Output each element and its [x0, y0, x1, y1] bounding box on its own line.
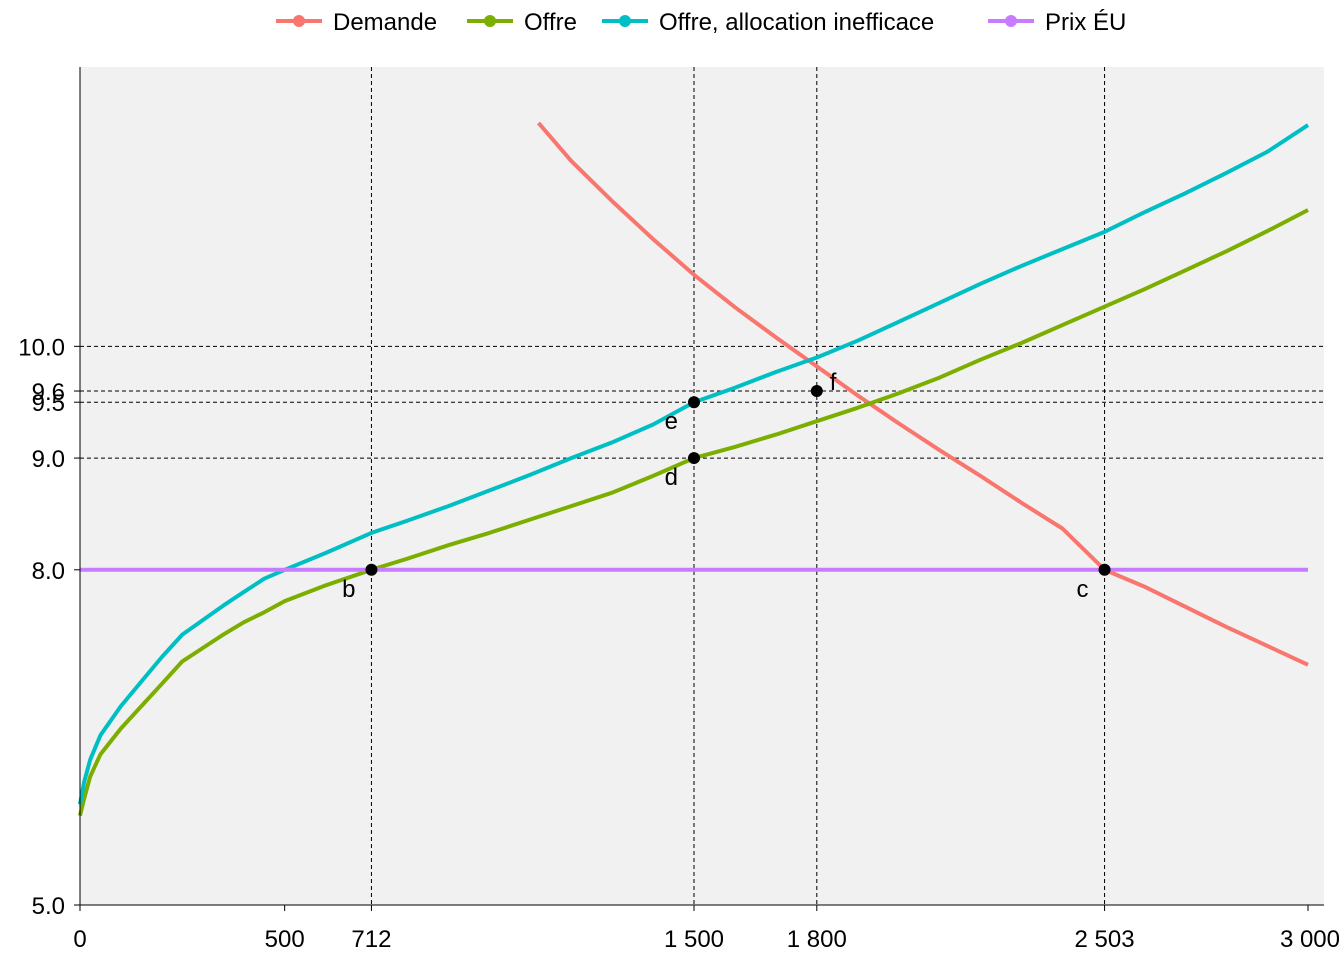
point-label-b: b: [342, 576, 355, 603]
point-d: [688, 452, 700, 465]
plot-background: [80, 67, 1324, 905]
legend-key-dot-0: [293, 15, 305, 27]
series-line-0: [536, 121, 1309, 667]
x-tick-label-1500: 1 500: [664, 926, 724, 953]
legend-label-0: Demande: [333, 9, 437, 36]
series-line-1: [78, 208, 1309, 817]
points-layer: b c d e f: [342, 369, 1111, 603]
legend-key-dot-3: [1005, 15, 1017, 27]
x-tick-label-1800: 1 800: [787, 926, 847, 953]
y-tick-label-10: 10.0: [18, 334, 65, 361]
legend: Demande Offre Offre, allocation inefficace…: [276, 9, 1126, 36]
x-tick-label-2503: 2 503: [1075, 926, 1135, 953]
x-tick-label-0: 0: [73, 926, 86, 953]
point-c: [1098, 563, 1111, 576]
x-tick-label-3000: 3 000: [1280, 926, 1340, 953]
legend-item-2: Offre, allocation inefficace: [602, 9, 934, 36]
y-tick-label-9.5: 9.5: [32, 390, 65, 417]
point-b: [365, 563, 378, 576]
point-label-f: f: [830, 369, 837, 396]
y-tick-label-5: 5.0: [32, 893, 65, 920]
legend-item-3: Prix ÉU: [988, 9, 1126, 36]
y-tick-label-9.6: 9.6: [32, 379, 65, 406]
legend-label-2: Offre, allocation inefficace: [659, 9, 934, 36]
point-label-e: e: [665, 408, 678, 435]
point-label-c: c: [1077, 576, 1089, 603]
point-label-d: d: [665, 464, 678, 491]
y-tick-label-9: 9.0: [32, 446, 65, 473]
series-line-2: [78, 123, 1310, 805]
legend-label-3: Prix ÉU: [1045, 9, 1126, 36]
x-tick-label-500: 500: [265, 926, 305, 953]
legend-item-1: Offre: [467, 9, 577, 36]
x-tick-label-712: 712: [351, 926, 391, 953]
point-e: [688, 396, 700, 409]
legend-label-1: Offre: [524, 9, 577, 36]
legend-key-dot-2: [619, 15, 631, 27]
reference-lines: [80, 67, 1324, 905]
axes-layer: 0 500 712 1 500 1 800 2 503 3 000 5.0 8.0 9.0 9.59…: [18, 67, 1340, 953]
legend-key-dot-1: [484, 15, 496, 27]
y-tick-label-8: 8.0: [32, 558, 65, 585]
point-f: [810, 385, 823, 398]
legend-item-0: Demande: [276, 9, 437, 36]
